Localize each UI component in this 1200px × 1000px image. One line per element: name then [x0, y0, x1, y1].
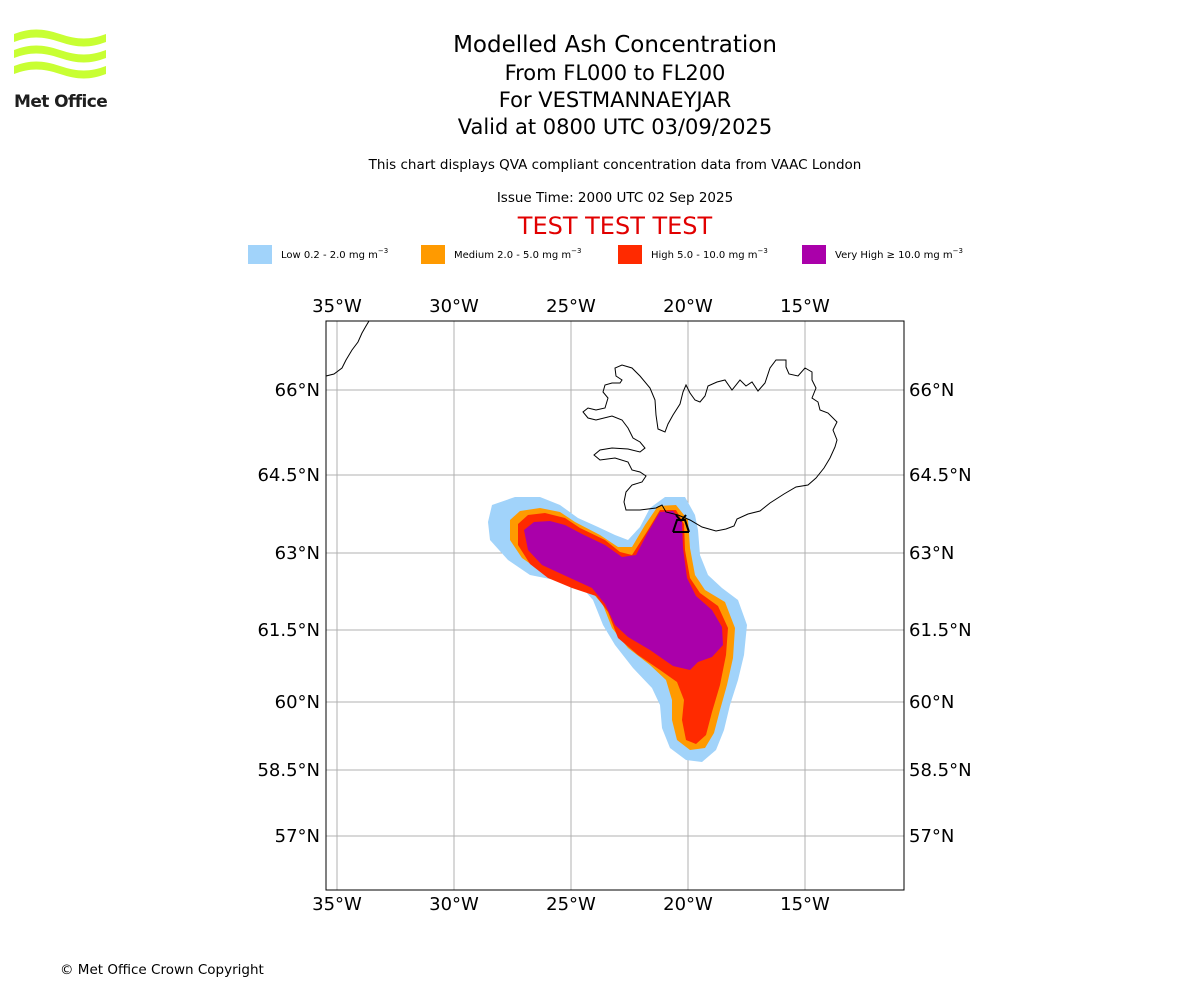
lat-tick-right: 58.5°N	[909, 760, 972, 781]
volcano-name: For VESTMANNAEYJAR	[498, 88, 732, 112]
coastline	[325, 320, 838, 532]
legend-unit-exp: −3	[952, 247, 963, 255]
map-ticks: 35°W 35°W 30°W 30°W 25°W 25°W 20°W 20°W 15°W 15°W…	[257, 296, 971, 915]
page-title: Modelled Ash Concentration	[453, 32, 777, 58]
lat-tick-left: 66°N	[275, 380, 320, 401]
legend-item-low: Low 0.2 - 2.0 mg m−3	[248, 244, 388, 264]
lon-tick-top: 20°W	[663, 296, 713, 317]
legend-label-high: High 5.0 - 10.0 mg m	[651, 250, 758, 261]
valid-time: Valid at 0800 UTC 03/09/2025	[457, 115, 773, 139]
met-office-logo-icon	[14, 29, 106, 79]
map-frame	[325, 320, 905, 891]
lat-tick-left: 58.5°N	[257, 760, 320, 781]
lat-tick-right: 66°N	[909, 380, 954, 401]
legend-swatch-medium	[421, 244, 445, 264]
lat-tick-right: 64.5°N	[909, 465, 972, 486]
lat-tick-right: 63°N	[909, 543, 954, 564]
title-block: Modelled Ash Concentration From FL000 to…	[315, 30, 915, 141]
legend-item-high: High 5.0 - 10.0 mg m−3	[618, 244, 768, 264]
lon-tick-top: 30°W	[429, 296, 479, 317]
plume-very-high	[524, 511, 723, 670]
lon-tick-bottom: 25°W	[546, 894, 596, 915]
ash-plume	[488, 497, 747, 762]
issue-time: Issue Time: 2000 UTC 02 Sep 2025	[496, 190, 734, 206]
logo-text: Met Office	[14, 92, 108, 112]
lon-tick-bottom: 30°W	[429, 894, 479, 915]
greenland-coast	[325, 320, 370, 377]
legend-label-very-high: Very High ≥ 10.0 mg m	[835, 250, 953, 261]
copyright: © Met Office Crown Copyright	[60, 962, 264, 978]
legend-swatch-very-high	[802, 244, 826, 264]
volcano-icon	[672, 514, 690, 533]
lon-tick-bottom: 15°W	[780, 894, 830, 915]
lon-tick-bottom: 20°W	[663, 894, 713, 915]
lat-tick-left: 63°N	[275, 543, 320, 564]
lon-tick-top: 25°W	[546, 296, 596, 317]
flight-levels: From FL000 to FL200	[504, 61, 726, 85]
legend-unit-exp: −3	[757, 247, 768, 255]
test-banner: TEST TEST TEST	[517, 212, 713, 240]
legend-swatch-low	[248, 244, 272, 264]
lat-tick-left: 61.5°N	[257, 620, 320, 641]
lon-tick-top: 35°W	[312, 296, 362, 317]
lon-tick-bottom: 35°W	[312, 894, 362, 915]
lat-tick-right: 60°N	[909, 692, 954, 713]
lat-tick-right: 61.5°N	[909, 620, 972, 641]
subtitle: This chart displays QVA compliant concen…	[368, 157, 862, 173]
legend-label-low: Low 0.2 - 2.0 mg m	[281, 250, 378, 261]
legend-item-very-high: Very High ≥ 10.0 mg m−3	[802, 244, 963, 264]
legend-item-medium: Medium 2.0 - 5.0 mg m−3	[421, 244, 581, 264]
legend-unit-exp: −3	[571, 247, 582, 255]
legend-swatch-high	[618, 244, 642, 264]
iceland-coast	[582, 359, 838, 532]
legend-unit-exp: −3	[377, 247, 389, 255]
lon-tick-top: 15°W	[780, 296, 830, 317]
lat-tick-left: 60°N	[275, 692, 320, 713]
legend-label-medium: Medium 2.0 - 5.0 mg m	[454, 250, 572, 261]
lat-tick-left: 57°N	[275, 826, 320, 847]
lat-tick-right: 57°N	[909, 826, 954, 847]
lat-tick-left: 64.5°N	[257, 465, 320, 486]
